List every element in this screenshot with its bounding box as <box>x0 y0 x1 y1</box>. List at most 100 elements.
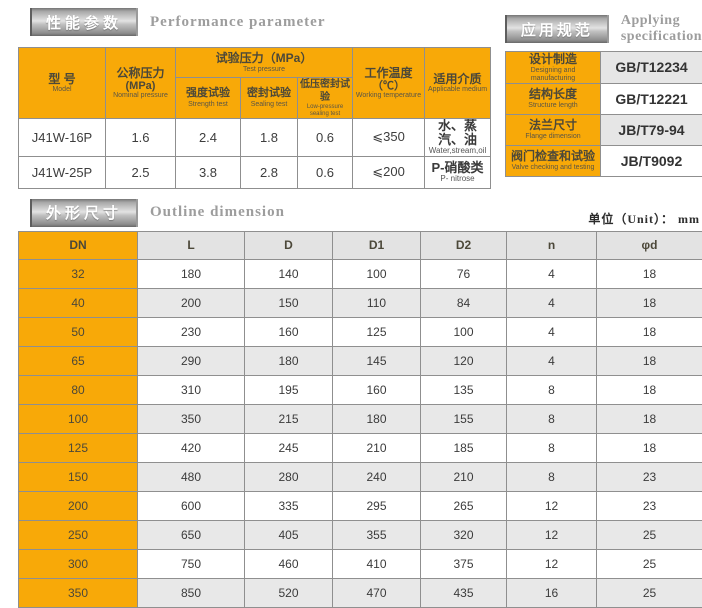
applying-section: 应用规范 Applying specification 设计制造 Designi… <box>505 8 702 189</box>
standard-label: 设计制造 Designing and manufacturing <box>506 52 601 83</box>
model-label-en: Model <box>21 86 103 94</box>
standard-label: 阀门检查和试验 Valve checking and testing <box>506 145 601 176</box>
standard-label-cn: 结构长度 <box>529 87 577 101</box>
dn-value: 40 <box>19 288 138 317</box>
dimension-value: 480 <box>138 462 245 491</box>
dimension-value: 375 <box>421 549 507 578</box>
dimension-value: 140 <box>245 259 333 288</box>
dimension-value: 280 <box>245 462 333 491</box>
dimension-value: 290 <box>138 346 245 375</box>
outline-col-header: n <box>507 231 597 259</box>
outline-col-header: D1 <box>333 231 421 259</box>
dimension-value: 150 <box>245 288 333 317</box>
outline-col-header: D2 <box>421 231 507 259</box>
dimension-value: 18 <box>597 259 702 288</box>
model-label-cn: 型 号 <box>48 72 75 86</box>
test-pressure-label-cn: 试验压力（MPa） <box>216 51 313 65</box>
applying-title-line1: Applying <box>621 13 680 28</box>
dimension-value: 18 <box>597 288 702 317</box>
standard-label: 法兰尺寸 Flange dimension <box>506 114 601 145</box>
outline-col-header-dn: DN <box>19 231 138 259</box>
dimension-value: 4 <box>507 317 597 346</box>
dimension-value: 650 <box>138 520 245 549</box>
dimension-value: 18 <box>597 375 702 404</box>
nominal-label-en: Nominal pressure <box>108 92 173 100</box>
applying-badge-label: 应用规范 <box>521 19 593 40</box>
low-value: 0.6 <box>298 118 353 156</box>
dimension-value: 600 <box>138 491 245 520</box>
performance-header: 性能参数 Performance parameter <box>18 8 490 36</box>
strength-label-cn: 强度试验 <box>186 87 230 99</box>
low-label-cn: 低压密封试验 <box>300 79 350 103</box>
standard-label-cn: 法兰尺寸 <box>529 118 577 132</box>
top-row: 性能参数 Performance parameter 型 号 Model 公称压… <box>18 8 702 189</box>
temp-label-cn: 工作温度 <box>365 66 413 80</box>
performance-section: 性能参数 Performance parameter 型 号 Model 公称压… <box>18 8 490 189</box>
dn-value: 100 <box>19 404 138 433</box>
dn-value: 125 <box>19 433 138 462</box>
nominal-unit: (MPa) <box>108 80 173 92</box>
dimension-value: 8 <box>507 404 597 433</box>
applying-row-checking: 阀门检查和试验 Valve checking and testing JB/T9… <box>506 145 702 176</box>
dimension-value: 470 <box>333 578 421 607</box>
dimension-value: 25 <box>597 578 702 607</box>
dn-value: 250 <box>19 520 138 549</box>
low-value: 0.6 <box>298 156 353 188</box>
strength-value: 3.8 <box>176 156 241 188</box>
dimension-value: 335 <box>245 491 333 520</box>
dimension-value: 350 <box>138 404 245 433</box>
temp-unit: （℃） <box>355 80 422 92</box>
dn-value: 200 <box>19 491 138 520</box>
applying-row-structure: 结构长度 Structure length GB/T12221 <box>506 83 702 114</box>
outline-col-header: L <box>138 231 245 259</box>
dimension-value: 145 <box>333 346 421 375</box>
standard-label: 结构长度 Structure length <box>506 83 601 114</box>
sealing-value: 1.8 <box>241 118 298 156</box>
dimension-value: 12 <box>507 549 597 578</box>
medium-value-en: P- nitrose <box>427 175 488 184</box>
dimension-value: 410 <box>333 549 421 578</box>
dn-value: 350 <box>19 578 138 607</box>
applying-title-line2: specification <box>621 29 702 44</box>
dimension-value: 210 <box>333 433 421 462</box>
outline-badge-label: 外形尺寸 <box>46 202 122 223</box>
dimension-value: 310 <box>138 375 245 404</box>
medium-value-cn: P-硝酸类 <box>427 161 488 175</box>
dimension-value: 18 <box>597 433 702 462</box>
dimension-value: 4 <box>507 259 597 288</box>
standard-value: GB/T12221 <box>601 83 702 114</box>
strength-value: 2.4 <box>176 118 241 156</box>
standard-label-en: Valve checking and testing <box>508 164 598 172</box>
dimension-value: 16 <box>507 578 597 607</box>
dimension-value: 25 <box>597 549 702 578</box>
dimension-value: 420 <box>138 433 245 462</box>
dimension-value: 320 <box>421 520 507 549</box>
applying-row-flange: 法兰尺寸 Flange dimension JB/T79-94 <box>506 114 702 145</box>
dimension-value: 25 <box>597 520 702 549</box>
dimension-value: 160 <box>245 317 333 346</box>
dimension-value: 18 <box>597 404 702 433</box>
applying-row-design: 设计制造 Designing and manufacturing GB/T122… <box>506 52 702 83</box>
dimension-value: 265 <box>421 491 507 520</box>
dimension-value: 245 <box>245 433 333 462</box>
dimension-value: 100 <box>421 317 507 346</box>
dimension-value: 435 <box>421 578 507 607</box>
medium-value: 水、蒸汽、油 Water,stream,oil <box>425 118 491 156</box>
col-header-low-pressure-sealing-test: 低压密封试验 Low-pressure sealing test <box>298 78 353 119</box>
outline-title-en: Outline dimension <box>150 204 285 221</box>
col-header-working-temperature: 工作温度 （℃） Working temperature <box>353 48 425 119</box>
dn-value: 32 <box>19 259 138 288</box>
dimension-value: 180 <box>333 404 421 433</box>
dimension-value: 210 <box>421 462 507 491</box>
dimension-value: 460 <box>245 549 333 578</box>
standard-label-en: Designing and manufacturing <box>508 67 598 82</box>
dimension-value: 520 <box>245 578 333 607</box>
model-value: J41W-16P <box>19 118 106 156</box>
temp-value: ⩽200 <box>353 156 425 188</box>
standard-label-en: Flange dimension <box>508 133 598 141</box>
